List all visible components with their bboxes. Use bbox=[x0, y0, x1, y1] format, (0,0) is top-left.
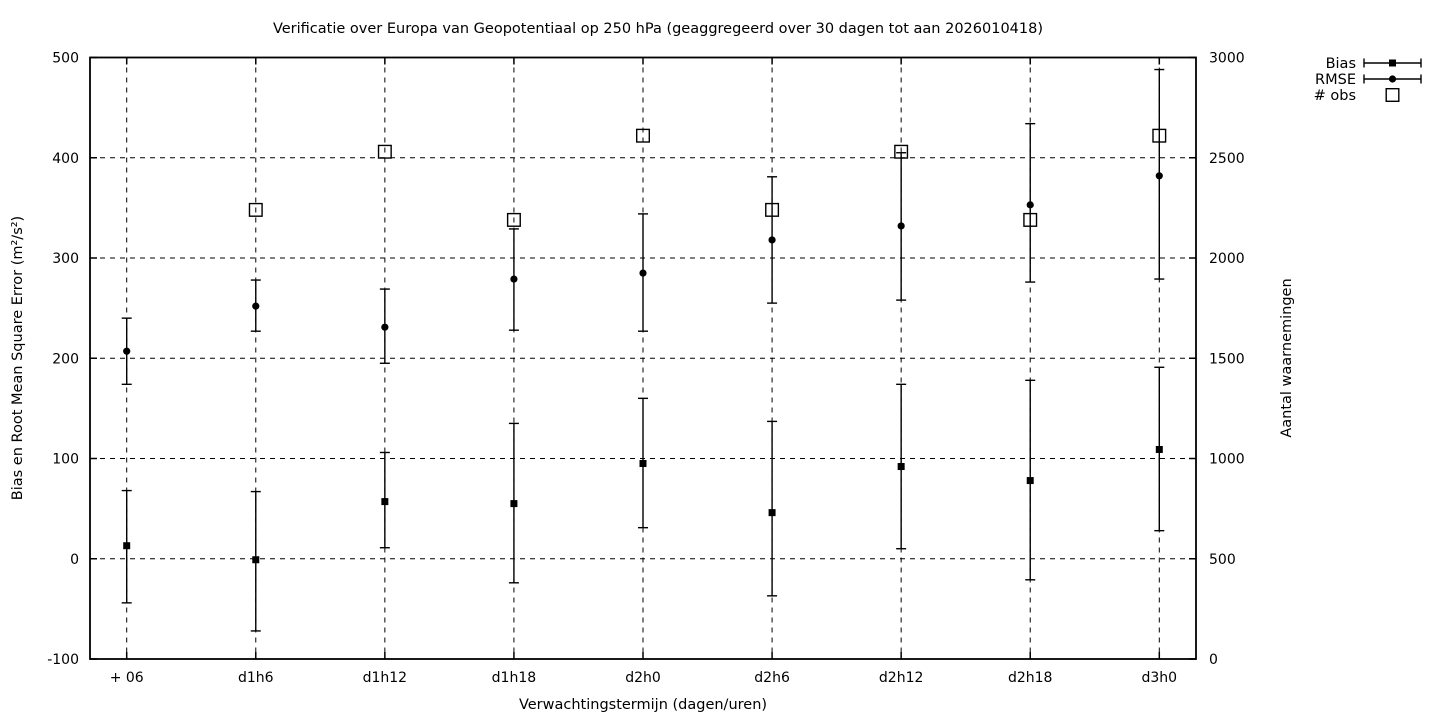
x-tick-label: d1h12 bbox=[363, 670, 407, 686]
filled-circle-marker bbox=[381, 323, 389, 331]
series-rmse bbox=[121, 68, 1165, 386]
x-tick-label: + 06 bbox=[110, 670, 144, 686]
y-axis-label-right: Aantal waarnemingen bbox=[1279, 278, 1295, 437]
legend-entry: RMSE bbox=[1315, 72, 1422, 88]
x-tick-label: d2h18 bbox=[1008, 670, 1052, 686]
open-square-marker bbox=[636, 128, 651, 143]
legend-filled-circle-marker bbox=[1388, 75, 1397, 83]
open-square-marker bbox=[248, 202, 263, 217]
chart-title: Verificatie over Europa van Geopotentiaa… bbox=[273, 21, 1043, 37]
right-y-tick-label: 1500 bbox=[1209, 351, 1245, 367]
x-tick-label: d2h6 bbox=[754, 670, 790, 686]
filled-square-marker bbox=[381, 498, 389, 506]
right-y-tick-label: 3000 bbox=[1209, 51, 1245, 67]
filled-square-marker bbox=[123, 542, 131, 550]
legend-open-square-marker bbox=[1385, 87, 1400, 102]
filled-circle-marker bbox=[123, 347, 131, 355]
x-tick-label: d3h0 bbox=[1142, 670, 1178, 686]
filled-square-marker bbox=[639, 460, 647, 468]
right-y-tick-label: 0 bbox=[1209, 652, 1218, 668]
x-axis-label: Verwachtingstermijn (dagen/uren) bbox=[519, 697, 767, 713]
filled-circle-marker bbox=[768, 236, 776, 244]
open-square-marker bbox=[894, 144, 909, 159]
filled-circle-marker bbox=[510, 275, 518, 283]
legend-label: Bias bbox=[1326, 56, 1356, 72]
x-tick-label: d2h12 bbox=[879, 670, 923, 686]
legend-entry: # obs bbox=[1314, 87, 1400, 104]
y-axis-label-left: Bias en Root Mean Square Error (m²/s²) bbox=[10, 216, 26, 500]
series--obs bbox=[248, 128, 1167, 227]
filled-circle-marker bbox=[639, 269, 647, 277]
open-square-marker bbox=[377, 144, 392, 159]
legend-entry: Bias bbox=[1326, 56, 1422, 72]
right-y-tick-label: 2000 bbox=[1209, 251, 1245, 267]
series-bias bbox=[121, 366, 1165, 632]
filled-circle-marker bbox=[252, 302, 260, 310]
open-square-marker bbox=[1152, 128, 1167, 143]
left-y-tick-label: 0 bbox=[70, 552, 79, 568]
frame-layer bbox=[89, 56, 1197, 660]
left-y-tick-label: 400 bbox=[52, 151, 79, 167]
left-y-tick-label: 100 bbox=[52, 452, 79, 468]
filled-square-marker bbox=[252, 556, 260, 564]
filled-square-marker bbox=[897, 463, 905, 471]
filled-circle-marker bbox=[897, 222, 905, 230]
right-y-tick-label: 1000 bbox=[1209, 452, 1245, 468]
x-tick-label: d2h0 bbox=[625, 670, 661, 686]
left-y-tick-label: 300 bbox=[52, 251, 79, 267]
legend-label: RMSE bbox=[1315, 72, 1356, 88]
legend-label: # obs bbox=[1314, 88, 1356, 104]
open-square-marker bbox=[765, 202, 780, 217]
x-tick-label: d1h6 bbox=[238, 670, 274, 686]
filled-square-marker bbox=[1155, 445, 1163, 453]
filled-circle-marker bbox=[1155, 172, 1163, 180]
ticklabel-layer: -100 0 100 200 300 400 500 0 500 1000 1500 2000 2500… bbox=[47, 51, 1244, 687]
left-y-tick-label: 500 bbox=[52, 51, 79, 67]
filled-circle-marker bbox=[1026, 201, 1034, 209]
right-y-tick-label: 500 bbox=[1209, 552, 1236, 568]
series-layer bbox=[121, 68, 1167, 632]
open-square-marker bbox=[506, 212, 521, 227]
open-square-marker bbox=[1023, 212, 1038, 227]
left-y-tick-label: -100 bbox=[47, 652, 79, 668]
filled-square-marker bbox=[768, 509, 776, 517]
x-tick-label: d1h18 bbox=[492, 670, 536, 686]
right-y-tick-label: 2500 bbox=[1209, 151, 1245, 167]
left-y-tick-label: 200 bbox=[52, 351, 79, 367]
filled-square-marker bbox=[510, 500, 518, 508]
legend-filled-square-marker bbox=[1389, 59, 1396, 67]
filled-square-marker bbox=[1026, 477, 1034, 485]
